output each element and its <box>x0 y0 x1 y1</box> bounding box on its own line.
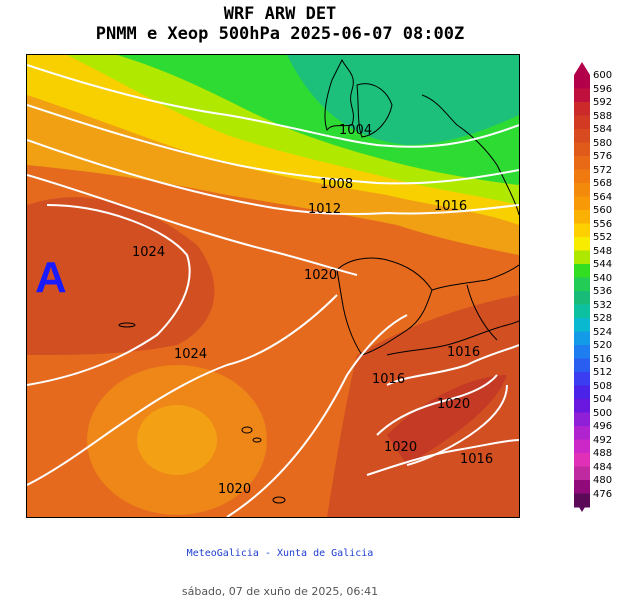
scale-swatch-596 <box>574 88 590 103</box>
scale-swatch-492 <box>574 439 590 454</box>
scale-swatch-536 <box>574 291 590 305</box>
isobar-label-1024-a: 1024 <box>132 245 165 260</box>
scale-label-484: 484 <box>593 461 613 473</box>
scale-swatch-480 <box>574 480 590 494</box>
scale-swatch-556 <box>574 223 590 238</box>
scale-swatch-484 <box>574 466 590 481</box>
isobar-label-1020-d: 1020 <box>218 482 251 497</box>
scale-label-552: 552 <box>593 232 613 243</box>
scale-swatch-568 <box>574 183 590 197</box>
scale-label-520: 520 <box>593 340 613 351</box>
color-scale-bar <box>574 62 590 512</box>
scale-label-516: 516 <box>593 353 613 365</box>
scale-swatch-500 <box>574 412 590 427</box>
scale-label-488: 488 <box>593 448 613 459</box>
scale-swatch-512 <box>574 372 590 386</box>
scale-swatch-516 <box>574 358 590 373</box>
scale-swatch-540 <box>574 277 590 292</box>
high-pressure-marker: A <box>35 253 67 302</box>
scale-swatch-552 <box>574 237 590 251</box>
scale-bottom-arrow <box>574 499 590 512</box>
scale-label-596: 596 <box>593 83 613 95</box>
scale-label-576: 576 <box>593 151 613 162</box>
isobar-label-1016-c: 1016 <box>372 372 405 387</box>
scale-swatch-508 <box>574 385 590 400</box>
isobar-label-1016: 1016 <box>434 199 467 214</box>
isobar-label-1020-b: 1020 <box>437 397 470 412</box>
chart-title: WRF ARW DET <box>223 4 337 24</box>
scale-swatch-528 <box>574 318 590 332</box>
scale-swatch-592 <box>574 102 590 116</box>
scale-label-524: 524 <box>593 326 613 338</box>
map-canvas: 1004 1008 1012 1016 1020 1024 1024 1016 … <box>27 55 519 517</box>
scale-label-588: 588 <box>593 110 613 122</box>
scale-swatch-532 <box>574 304 590 319</box>
chart-subtitle: PNMM e Xeop 500hPa 2025-06-07 08:00Z <box>95 24 465 44</box>
isobar-label-1012: 1012 <box>308 202 341 217</box>
scale-swatch-488 <box>574 453 590 467</box>
isobar-label-1020-c: 1020 <box>384 440 417 455</box>
scale-label-496: 496 <box>593 421 613 432</box>
isobar-label-1016-b: 1016 <box>447 345 480 360</box>
scale-label-512: 512 <box>593 367 613 378</box>
scale-swatch-524 <box>574 331 590 346</box>
scale-label-480: 480 <box>593 475 613 486</box>
isobar-label-1020: 1020 <box>304 268 337 283</box>
scale-swatch-496 <box>574 426 590 440</box>
scale-label-532: 532 <box>593 299 613 311</box>
scale-label-540: 540 <box>593 272 613 284</box>
scale-label-504: 504 <box>593 394 613 405</box>
scale-swatch-572 <box>574 169 590 184</box>
scale-label-528: 528 <box>593 313 613 324</box>
scale-swatch-544 <box>574 264 590 278</box>
scale-swatch-564 <box>574 196 590 211</box>
scale-swatch-580 <box>574 142 590 157</box>
scale-label-548: 548 <box>593 245 613 257</box>
credit-text: MeteoGalicia - Xunta de Galicia <box>186 548 374 559</box>
scale-label-556: 556 <box>593 218 613 230</box>
scale-top-arrow <box>574 62 590 75</box>
scale-swatch-584 <box>574 129 590 143</box>
isobar-label-1004: 1004 <box>339 123 372 138</box>
scale-label-508: 508 <box>593 380 613 392</box>
isobar-label-1016-d: 1016 <box>460 452 493 467</box>
scale-label-492: 492 <box>593 434 613 446</box>
scale-swatch-560 <box>574 210 590 224</box>
timestamp-text: sábado, 07 de xuño de 2025, 06:41 <box>181 585 379 598</box>
scale-label-476: 476 <box>593 488 613 500</box>
forecast-map: 1004 1008 1012 1016 1020 1024 1024 1016 … <box>26 54 520 518</box>
scale-label-560: 560 <box>593 205 613 216</box>
scale-swatch-600 <box>574 75 590 89</box>
scale-label-580: 580 <box>593 137 613 149</box>
scale-swatch-576 <box>574 156 590 170</box>
scale-label-572: 572 <box>593 164 613 176</box>
scale-swatch-520 <box>574 345 590 359</box>
scale-swatch-588 <box>574 115 590 130</box>
scale-label-564: 564 <box>593 191 613 203</box>
isobar-label-1024-b: 1024 <box>174 347 207 362</box>
isobar-label-1008: 1008 <box>320 177 353 192</box>
scale-label-544: 544 <box>593 259 613 270</box>
scale-label-568: 568 <box>593 178 613 189</box>
scale-swatch-548 <box>574 250 590 265</box>
color-scale-legend: 600 596 592 588 584 580 576 572 568 564 560 556 552 5… <box>572 62 631 512</box>
scale-label-536: 536 <box>593 286 613 297</box>
scale-swatch-504 <box>574 399 590 413</box>
scale-label-584: 584 <box>593 124 613 135</box>
scale-label-592: 592 <box>593 97 613 108</box>
scale-label-500: 500 <box>593 407 613 419</box>
scale-label-600: 600 <box>593 70 613 81</box>
